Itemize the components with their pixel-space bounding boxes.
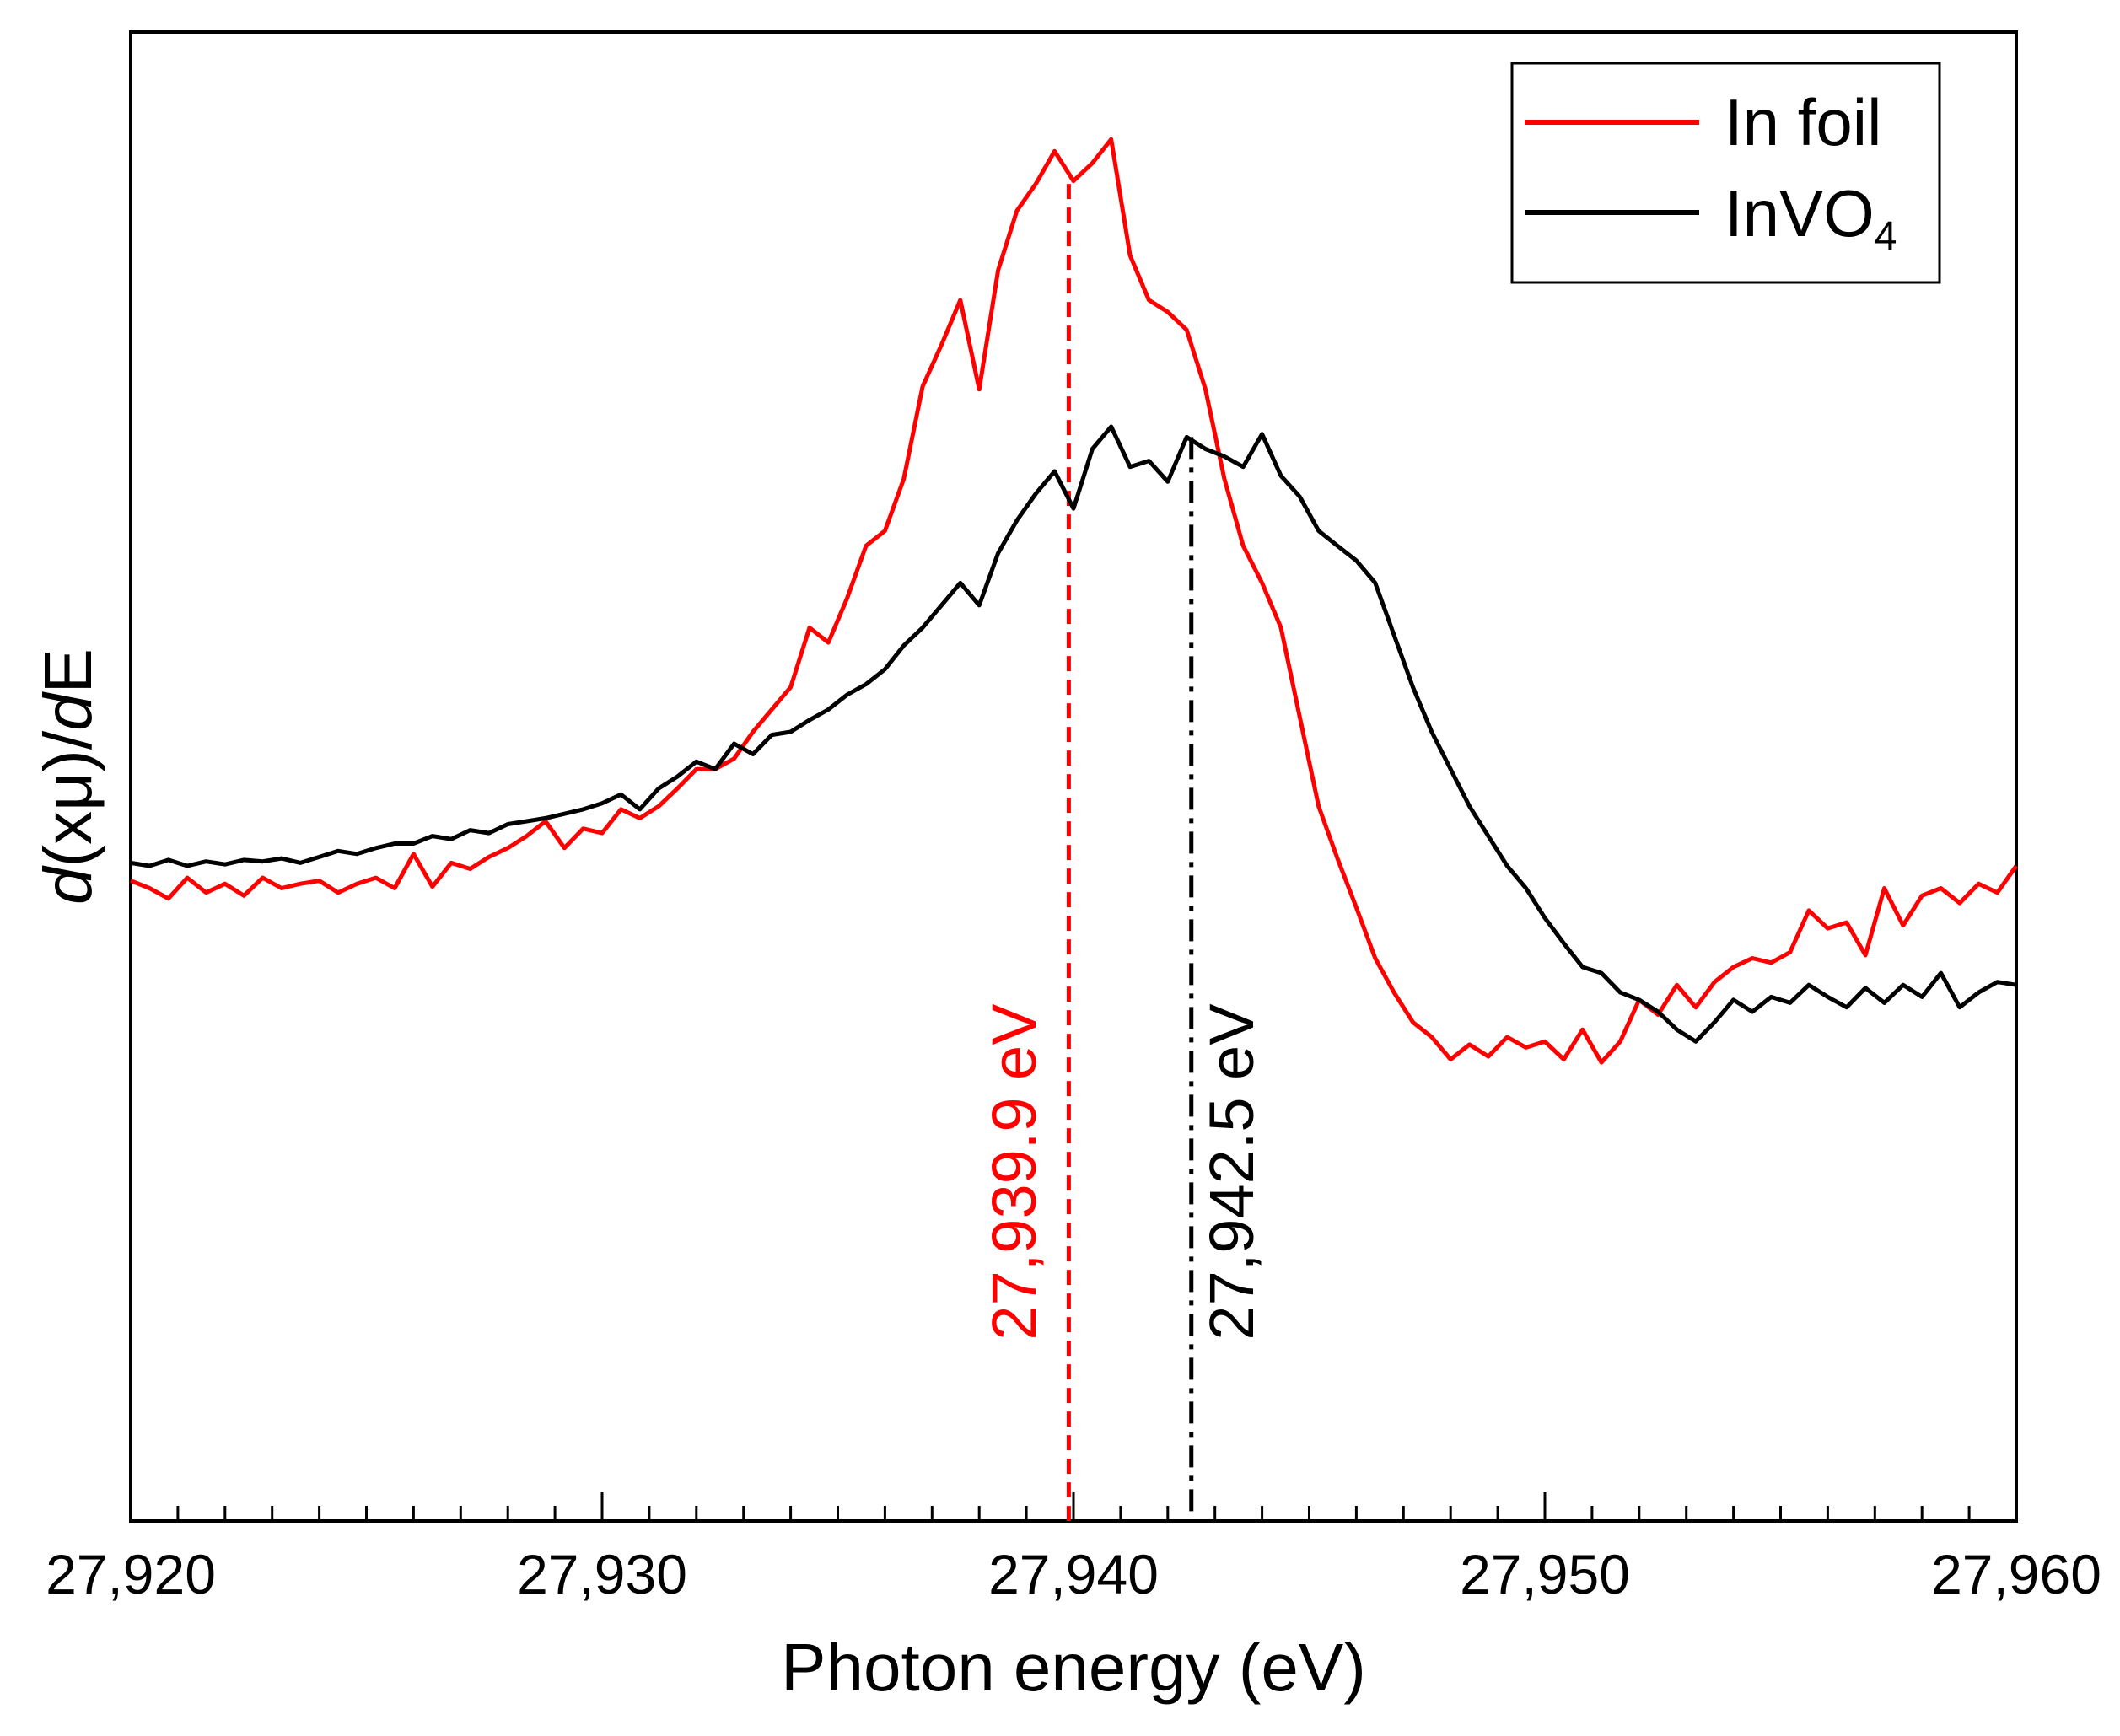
x-axis-title: Photon energy (eV)	[781, 1630, 1366, 1705]
legend-label-invo4: InVO4	[1725, 176, 1897, 259]
x-axis-tick-labels: 27,920 27,930 27,940 27,950 27,960	[46, 1543, 2101, 1605]
legend-label-invo4-sub: 4	[1875, 214, 1897, 259]
x-tick-label: 27,940	[988, 1543, 1159, 1605]
series-line	[130, 424, 2017, 1044]
y-axis-title-d1: d	[30, 865, 105, 905]
marker-label: 27,942.5 eV	[1197, 1003, 1267, 1341]
marker-label: 27,939.9 eV	[979, 1003, 1049, 1341]
legend-label-in-foil: In foil	[1725, 85, 1881, 159]
marker-annotations: 27,939.9 eV 27,942.5 eV	[979, 1003, 1267, 1341]
series-line	[130, 137, 2019, 1065]
x-axis-ticks	[129, 1492, 2018, 1521]
y-axis-title: d(xμ)/dE	[30, 648, 105, 905]
legend-box	[1510, 62, 1941, 284]
legend-label-invo4-main: InVO	[1725, 176, 1875, 250]
y-axis-title-mid: (xμ)/	[30, 730, 105, 867]
legend: In foil InVO4	[1510, 62, 1941, 284]
x-tick-label: 27,950	[1460, 1543, 1630, 1605]
y-axis-title-d2: d	[30, 691, 105, 731]
marker-lines	[1066, 184, 1194, 1521]
x-tick-label: 27,930	[517, 1543, 687, 1605]
series-lines	[130, 137, 2019, 1065]
x-tick-label: 27,920	[46, 1543, 216, 1605]
x-tick-label: 27,960	[1931, 1543, 2101, 1605]
y-axis-title-end: E	[30, 648, 105, 693]
